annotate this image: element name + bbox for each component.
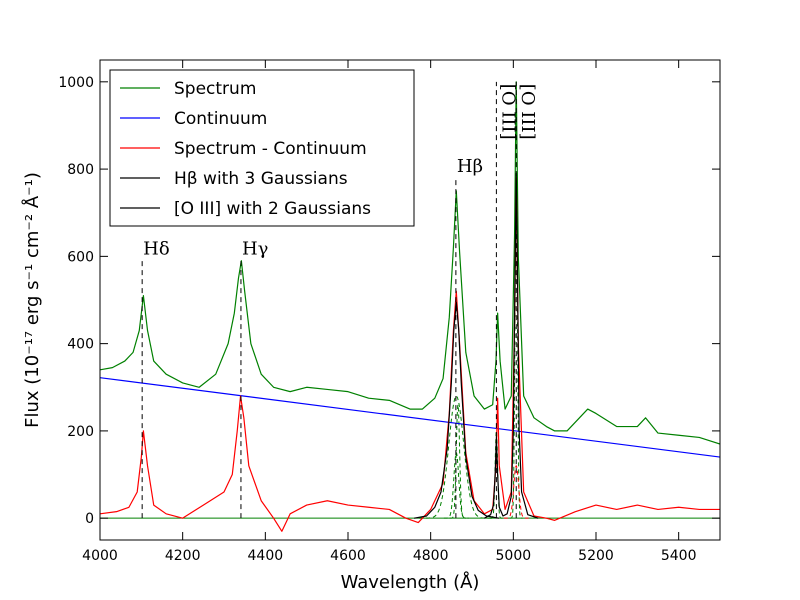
series-line-spectrum xyxy=(100,81,720,445)
line-marker-label-3: [O III] xyxy=(497,84,518,140)
series-line-continuum xyxy=(100,377,720,458)
legend-entry: Continuum xyxy=(174,109,267,129)
line-marker-label-1: Hγ xyxy=(242,239,268,260)
y-tick-label: 0 xyxy=(85,511,94,527)
plot-frame xyxy=(99,59,721,541)
gaussian-component-5 xyxy=(503,464,529,519)
legend-entry: Hβ with 3 Gaussians xyxy=(174,169,348,189)
gaussian-component-0 xyxy=(419,395,494,519)
x-tick-label: 4200 xyxy=(165,548,201,564)
legend: Spectrum Continuum Spectrum - Continuum Hβ … xyxy=(109,69,415,227)
y-tick-label: 400 xyxy=(67,337,94,353)
line-marker-label-0: Hδ xyxy=(143,239,170,260)
y-tick-label: 200 xyxy=(67,424,94,440)
x-tick-label: 4800 xyxy=(413,548,449,564)
x-tick-label: 4000 xyxy=(82,548,118,564)
y-tick-label: 800 xyxy=(67,162,94,178)
series-line-o-iii-with-2-gaussians xyxy=(484,172,539,519)
legend-entry: Spectrum - Continuum xyxy=(174,139,367,159)
y-tick-label: 1000 xyxy=(58,75,94,91)
gaussian-component-1 xyxy=(449,404,466,519)
x-axis-title: Wavelength (Å) xyxy=(341,571,480,593)
legend-entry: [O III] with 2 Gaussians xyxy=(174,199,371,219)
line-marker-label-4: [O III] xyxy=(517,84,538,140)
y-axis-title: Flux (10⁻¹⁷ erg s⁻¹ cm⁻² Å⁻¹) xyxy=(21,172,43,428)
x-tick-label: 5000 xyxy=(496,548,532,564)
series-line-spectrum-continuum xyxy=(100,177,720,532)
x-tick-label: 5400 xyxy=(661,548,697,564)
legend-entry: Spectrum xyxy=(174,79,256,99)
legend-box xyxy=(109,69,415,227)
gaussian-component-4 xyxy=(510,186,523,519)
y-tick-label: 600 xyxy=(67,249,94,265)
x-tick-label: 5200 xyxy=(578,548,614,564)
x-tick-label: 4400 xyxy=(248,548,284,564)
gaussian-component-3 xyxy=(490,430,503,519)
line-marker-label-2: Hβ xyxy=(457,156,483,177)
x-tick-label: 4600 xyxy=(330,548,366,564)
